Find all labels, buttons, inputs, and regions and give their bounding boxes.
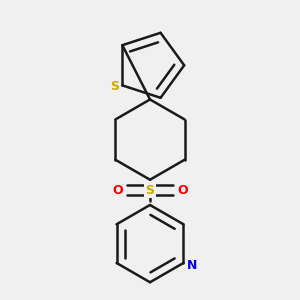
Text: N: N xyxy=(187,259,197,272)
Text: S: S xyxy=(146,184,154,196)
Text: O: O xyxy=(112,184,123,196)
Text: N: N xyxy=(145,182,155,194)
Text: S: S xyxy=(110,80,119,93)
Text: O: O xyxy=(177,184,188,196)
